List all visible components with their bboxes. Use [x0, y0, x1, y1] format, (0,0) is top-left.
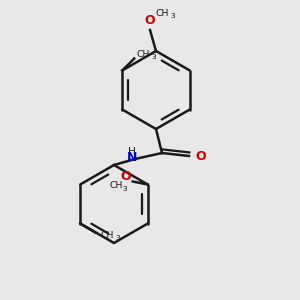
Text: CH: CH	[110, 182, 123, 190]
Text: N: N	[127, 151, 137, 164]
Text: O: O	[196, 149, 206, 163]
Text: 3: 3	[170, 14, 175, 20]
Text: H: H	[128, 146, 136, 157]
Text: 3: 3	[123, 186, 127, 192]
Text: CH: CH	[155, 9, 169, 18]
Text: CH: CH	[136, 50, 150, 58]
Text: O: O	[145, 14, 155, 28]
Text: 3: 3	[116, 236, 120, 242]
Text: O: O	[120, 170, 130, 184]
Text: CH: CH	[100, 231, 114, 240]
Text: 3: 3	[152, 54, 156, 60]
